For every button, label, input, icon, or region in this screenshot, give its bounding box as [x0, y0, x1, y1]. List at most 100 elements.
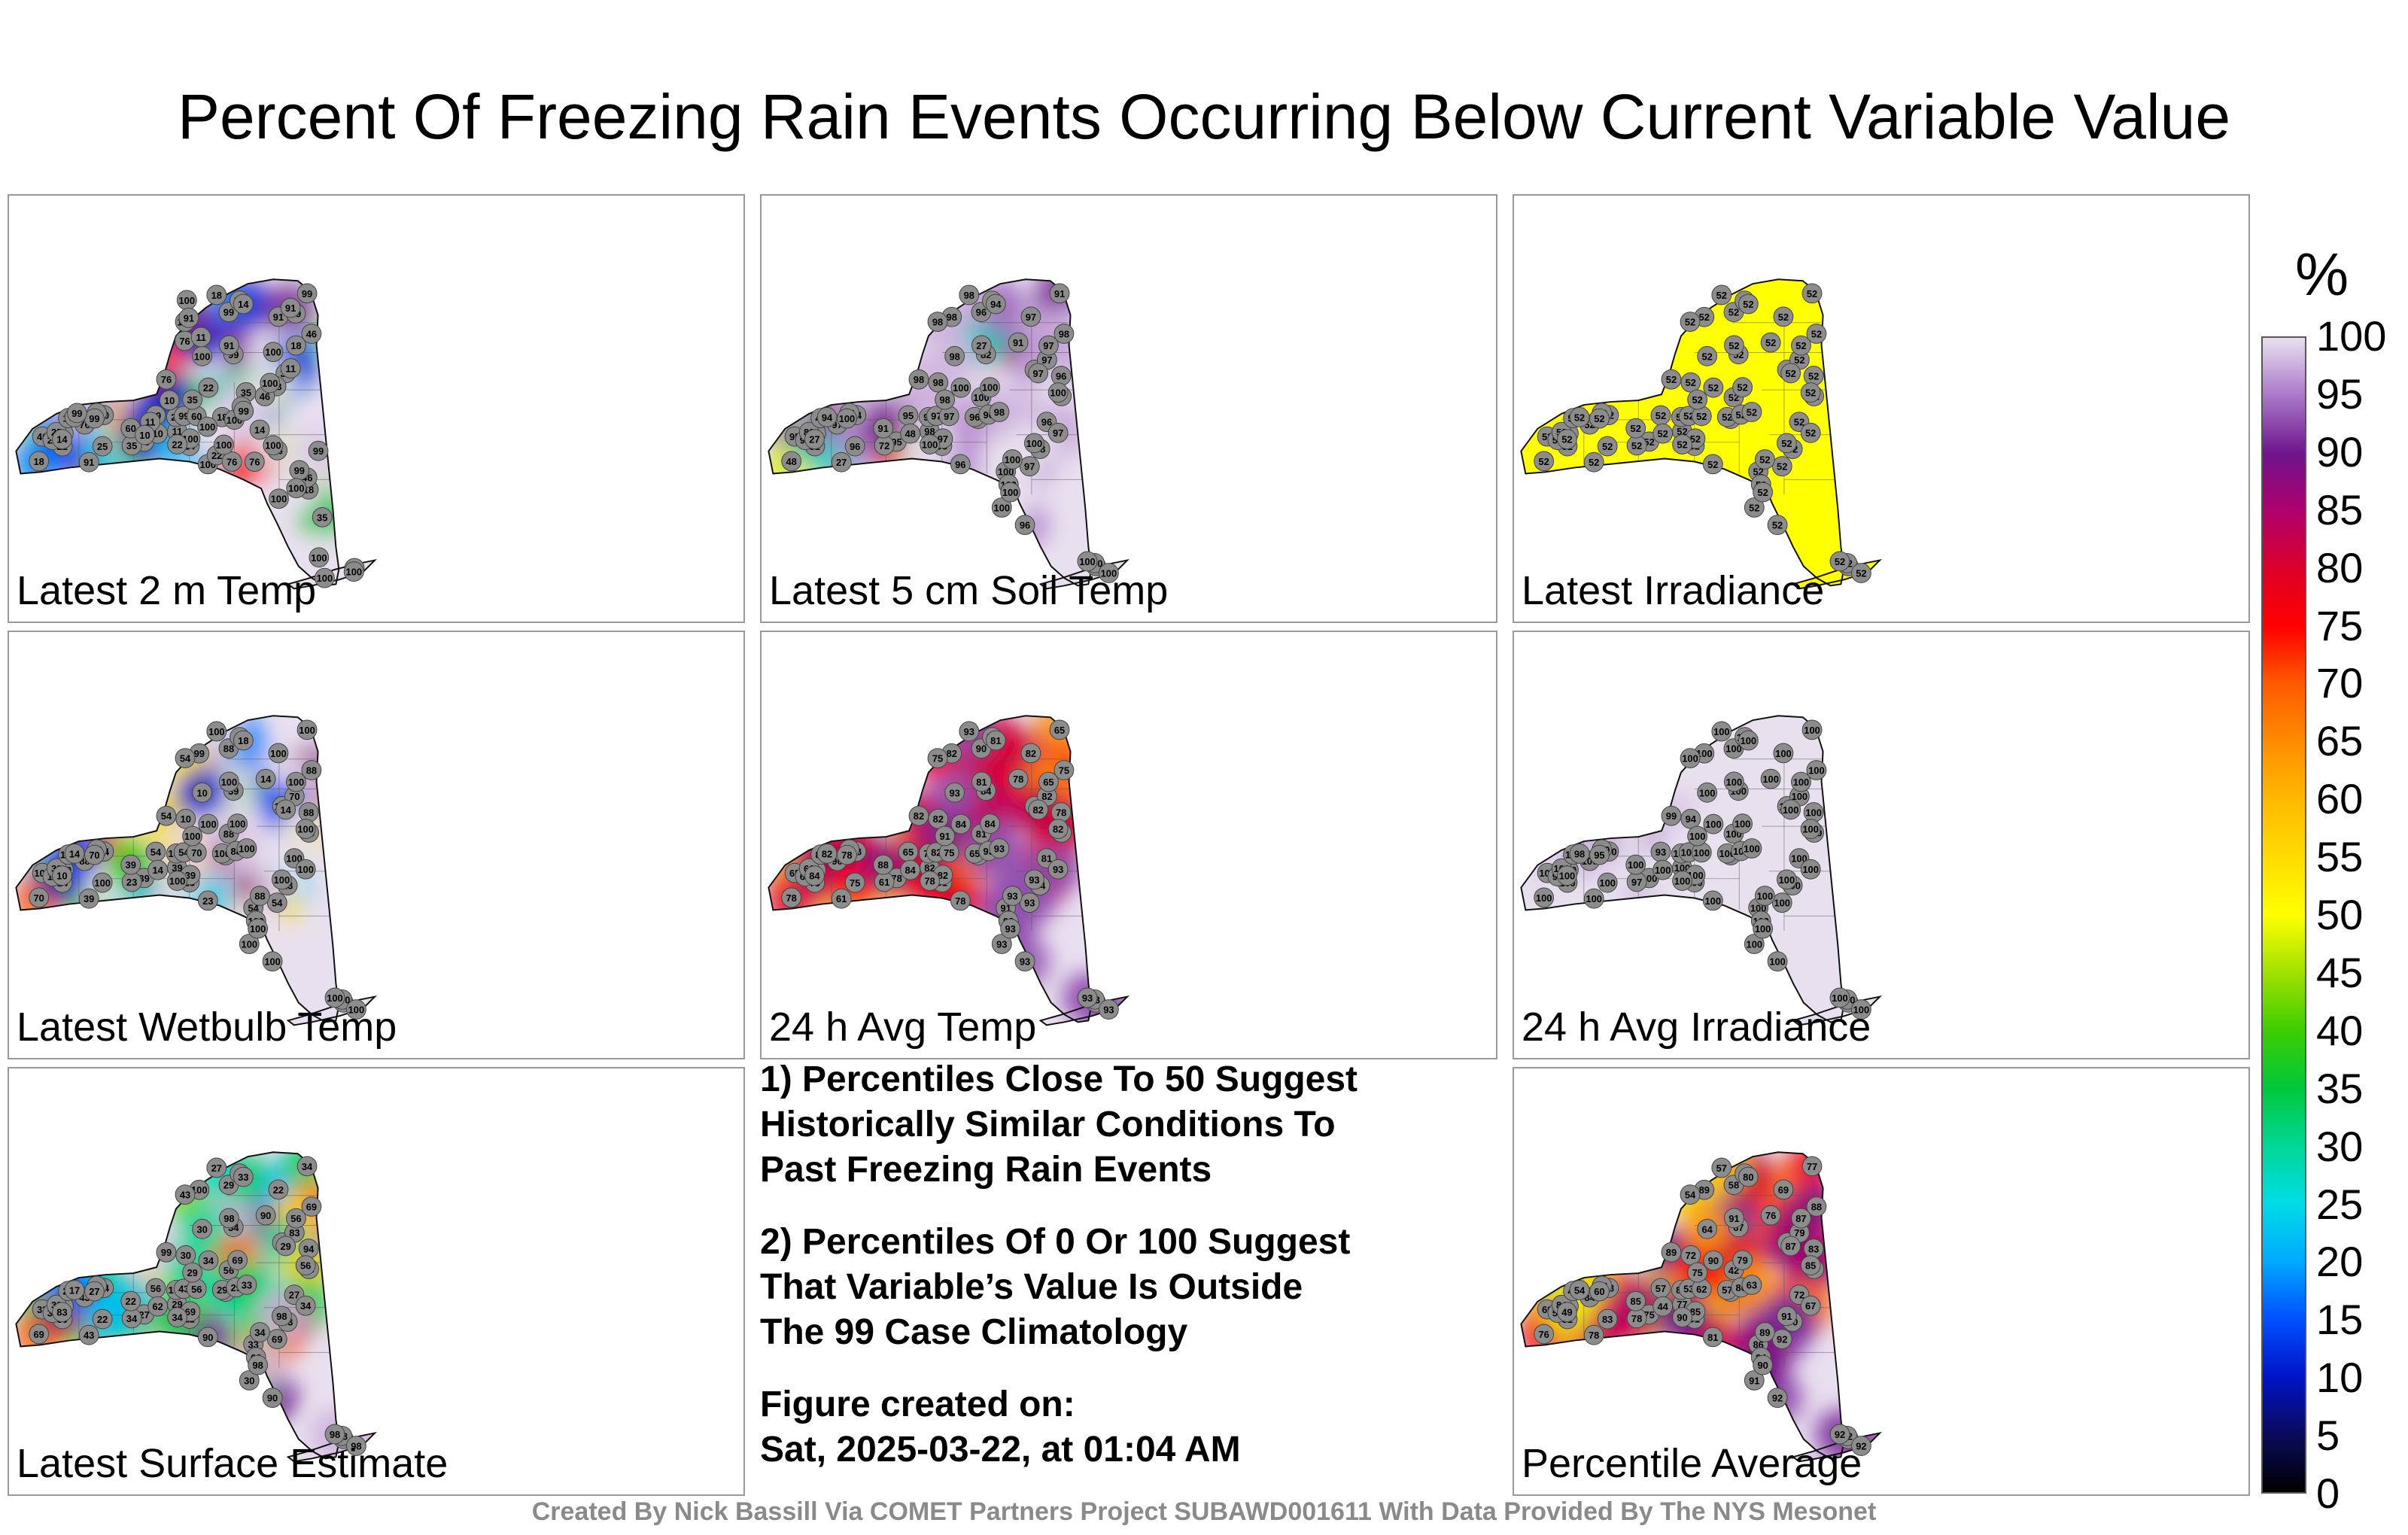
station-marker [1767, 1388, 1788, 1409]
station-value: 52 [1728, 340, 1739, 351]
station-value: 69 [185, 1306, 196, 1318]
station-value: 11 [196, 332, 206, 343]
station-value: 100 [327, 992, 343, 1004]
station-marker [1850, 1436, 1871, 1456]
station-value: 77 [1677, 1299, 1687, 1310]
station-marker [78, 888, 99, 909]
station-value: 14 [56, 434, 68, 445]
station-marker [227, 1250, 248, 1271]
station-value: 29 [280, 1241, 290, 1252]
station-marker [64, 1280, 85, 1300]
panel-latest-irradiance: 52 52 52 52 52 52 52 52 52 52 52 52 52 52 52 52 52 52 52 52… [1513, 194, 2250, 623]
station-value: 91 [1781, 1311, 1792, 1322]
station-marker [1008, 332, 1029, 353]
colorbar-tick-label: 5 [2316, 1412, 2340, 1460]
station-value: 83 [289, 1227, 299, 1239]
station-marker [156, 805, 177, 826]
station-marker [831, 451, 852, 473]
station-value: 100 [1791, 853, 1808, 865]
station-value: 90 [1708, 1255, 1719, 1266]
station-value: 30 [244, 1375, 254, 1386]
station-marker [1767, 951, 1788, 972]
station-value: 97 [1026, 312, 1036, 323]
station-marker [135, 424, 155, 445]
station-value: 98 [949, 351, 959, 362]
station-value: 100 [1674, 876, 1691, 887]
station-marker [120, 854, 141, 875]
station-marker [266, 1329, 287, 1350]
station-marker [1741, 1275, 1762, 1295]
station-marker [1569, 1280, 1590, 1300]
station-marker [1534, 887, 1555, 908]
station-marker [1589, 408, 1610, 429]
station-marker [52, 1302, 72, 1323]
station-marker [804, 429, 825, 450]
station-marker [1028, 799, 1049, 820]
station-marker [233, 400, 254, 421]
station-marker [1583, 1324, 1604, 1345]
station-value: 98 [924, 426, 935, 437]
station-value: 99 [194, 748, 205, 759]
station-marker [1557, 1302, 1577, 1323]
station-value: 100 [346, 567, 363, 578]
station-value: 98 [933, 377, 944, 388]
station-value: 85 [1690, 1306, 1701, 1318]
station-value: 52 [1538, 456, 1549, 467]
station-value: 82 [924, 862, 935, 874]
station-marker [1829, 551, 1850, 572]
station-value: 100 [839, 413, 856, 424]
station-marker [1000, 918, 1021, 939]
station-marker [286, 771, 306, 792]
station-marker [1597, 872, 1618, 893]
station-value: 11 [145, 417, 156, 428]
station-value: 100 [1779, 874, 1795, 886]
station-value: 52 [1666, 374, 1677, 385]
station-value: 69 [272, 1334, 282, 1345]
station-value: 52 [1805, 427, 1816, 439]
station-value: 97 [1041, 354, 1052, 366]
station-marker [1697, 1218, 1718, 1239]
station-value: 93 [994, 843, 1005, 854]
station-marker [1773, 1179, 1794, 1200]
station-value: 99 [223, 307, 234, 318]
station-value: 39 [84, 893, 94, 904]
station-marker [831, 888, 852, 909]
station-marker [248, 1354, 269, 1375]
station-value: 30 [181, 1250, 191, 1261]
station-marker [324, 1424, 345, 1445]
station-marker [920, 871, 940, 891]
station-marker [1760, 332, 1781, 353]
station-marker [991, 934, 1012, 954]
panel-24h-avg-temp: 7888817890616575617878656161758884848288… [760, 631, 1497, 1059]
station-marker [1680, 748, 1701, 769]
station-value: 100 [221, 777, 238, 788]
station-value: 100 [953, 382, 969, 394]
station-value: 95 [903, 410, 914, 421]
station-value: 52 [1655, 410, 1666, 421]
station-value: 100 [1586, 893, 1602, 904]
station-marker [1583, 451, 1604, 473]
station-value: 99 [239, 406, 249, 417]
station-marker [950, 454, 971, 475]
state-map: 5252525252525252525252525252525252525252… [1520, 278, 1883, 590]
station-value: 65 [903, 847, 914, 858]
station-value: 10 [196, 787, 207, 798]
station-marker [197, 890, 218, 911]
long-island-outline [286, 995, 378, 1026]
station-value: 100 [1783, 804, 1799, 816]
station-marker [324, 987, 345, 1008]
panel-label: Latest 2 m Temp [17, 568, 317, 613]
panel-percentile-average: 6883777584786081506076577884834244495485… [1513, 1067, 2250, 1496]
station-value: 52 [1794, 354, 1804, 366]
station-marker [816, 843, 838, 864]
station-value: 69 [33, 1329, 44, 1340]
station-value: 100 [169, 876, 186, 887]
station-value: 100 [1725, 743, 1742, 755]
station-marker [1569, 407, 1590, 427]
station-value: 72 [1686, 1250, 1696, 1261]
station-marker [280, 297, 301, 318]
station-value: 84 [956, 819, 967, 830]
station-value: 94 [303, 1243, 315, 1254]
colorbar-tick-label: 10 [2316, 1354, 2364, 1402]
station-marker [985, 293, 1006, 315]
